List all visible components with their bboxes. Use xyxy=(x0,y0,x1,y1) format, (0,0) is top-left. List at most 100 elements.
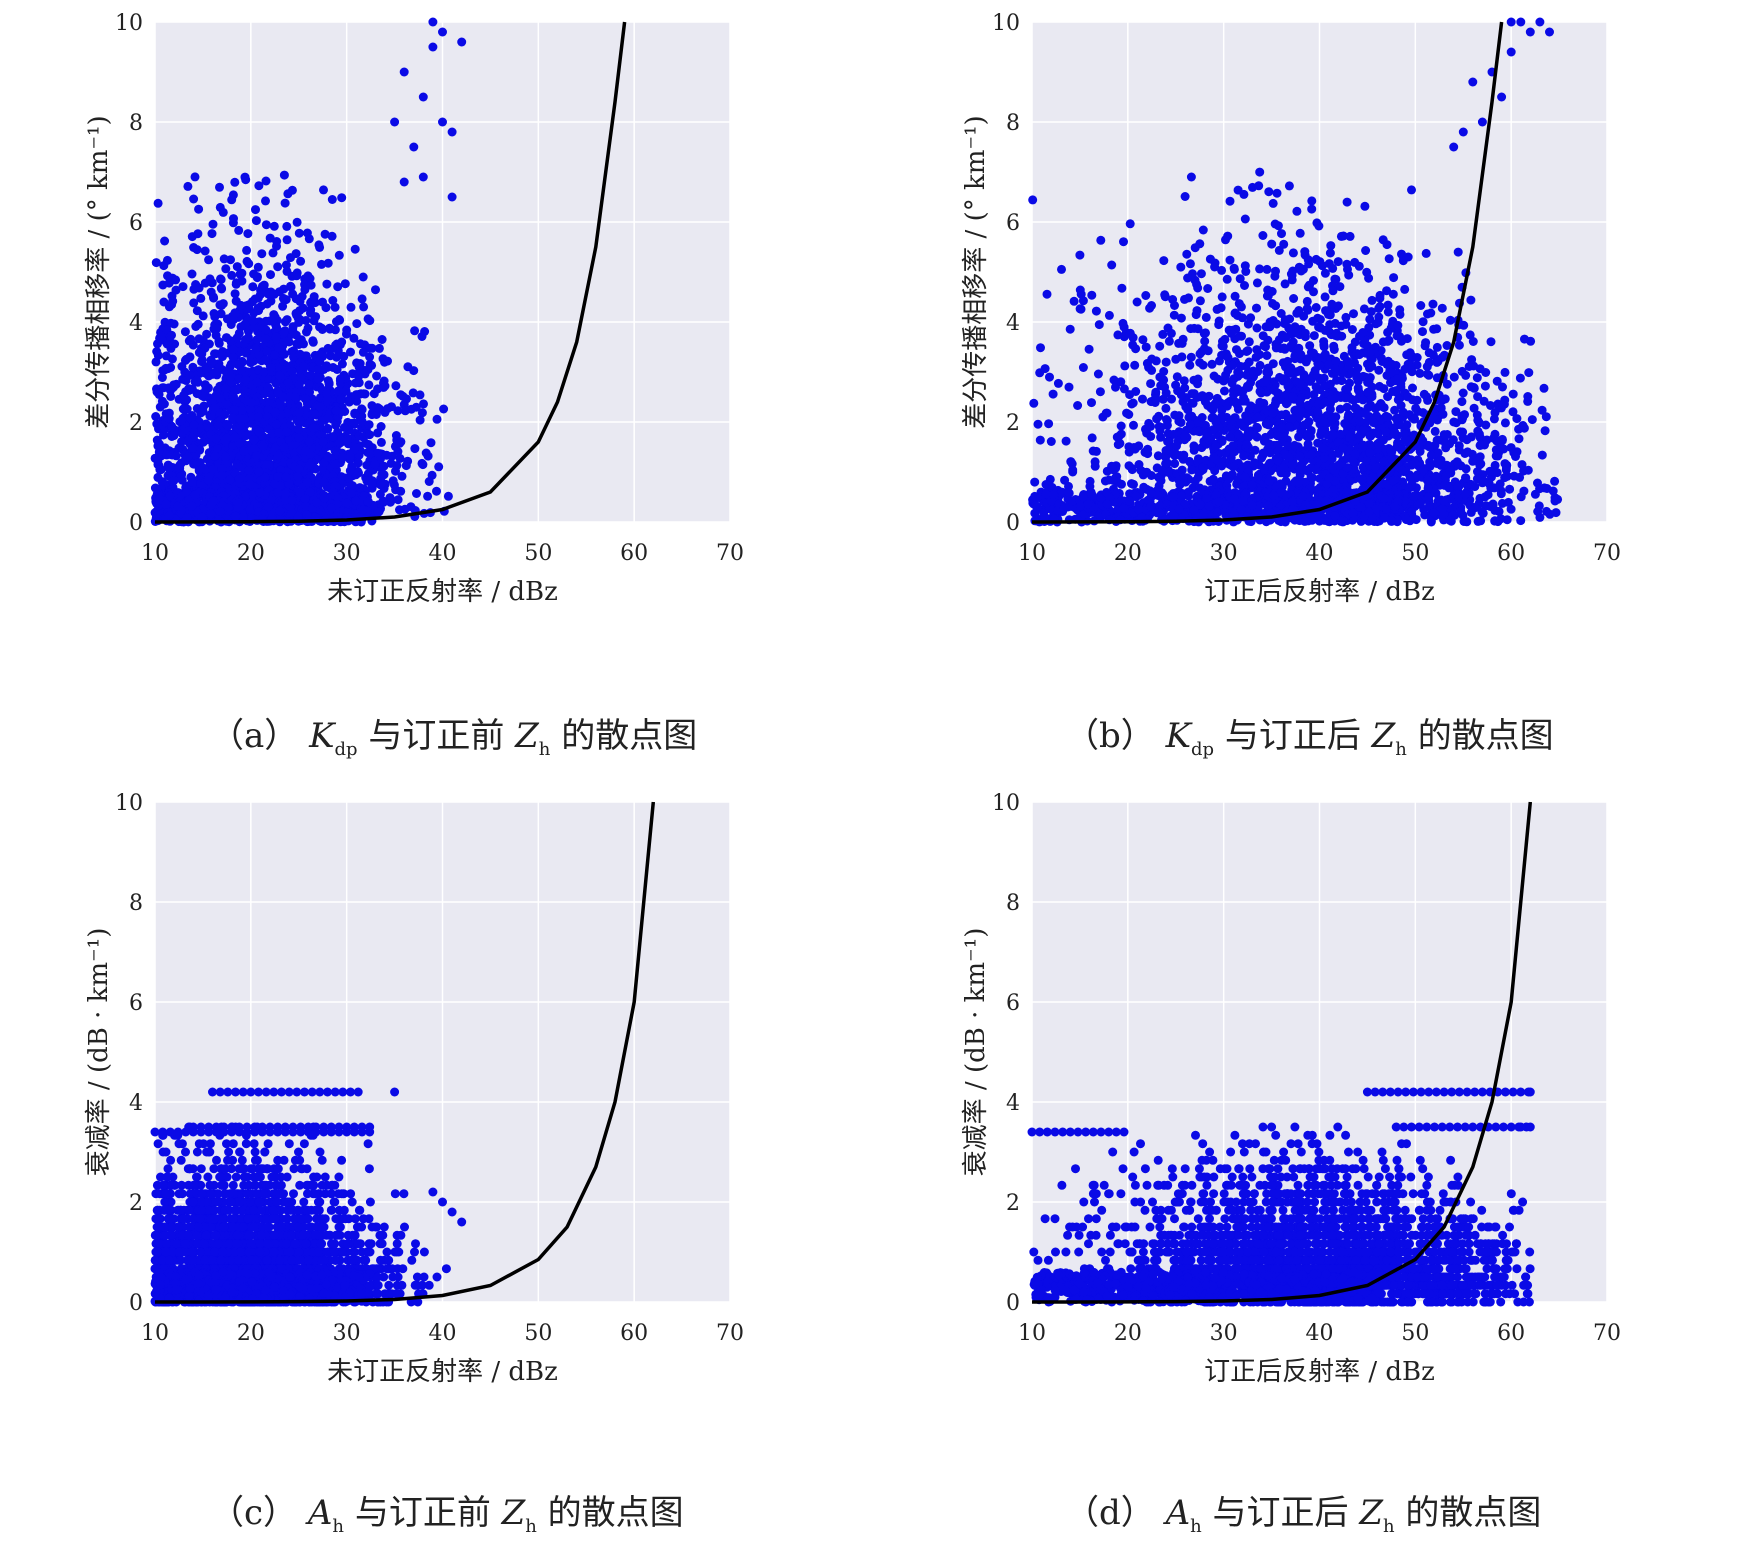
data-point xyxy=(379,461,389,471)
data-point xyxy=(291,294,301,304)
data-point xyxy=(274,428,284,438)
data-point xyxy=(391,485,401,495)
data-point xyxy=(340,407,350,416)
data-point xyxy=(253,412,263,422)
data-point xyxy=(1168,449,1178,459)
data-point xyxy=(1242,370,1252,380)
data-point xyxy=(209,309,219,318)
data-point xyxy=(1317,261,1327,271)
data-point xyxy=(319,477,329,487)
data-point xyxy=(401,461,411,471)
data-point xyxy=(393,406,403,416)
data-point xyxy=(163,364,173,374)
data-point xyxy=(322,279,332,289)
data-point xyxy=(282,266,292,276)
data-point xyxy=(1045,372,1054,382)
data-point xyxy=(390,117,400,127)
data-point xyxy=(438,27,447,37)
data-point xyxy=(352,396,362,406)
data-point xyxy=(280,317,290,327)
data-point xyxy=(294,317,304,327)
data-point xyxy=(337,193,347,203)
data-point xyxy=(322,388,332,398)
data-point xyxy=(187,501,197,511)
data-point xyxy=(1214,320,1224,330)
data-point xyxy=(1537,405,1547,415)
x-tick-label: 40 xyxy=(429,541,457,566)
data-point xyxy=(239,512,248,522)
data-point xyxy=(1095,387,1105,397)
data-point xyxy=(363,497,373,506)
data-point xyxy=(1367,295,1377,305)
data-point xyxy=(214,338,224,348)
data-point xyxy=(391,466,400,476)
data-point xyxy=(1119,384,1129,394)
data-point xyxy=(308,423,318,433)
data-point xyxy=(1242,347,1252,356)
data-point xyxy=(234,474,244,484)
data-point xyxy=(194,334,204,344)
data-point xyxy=(1146,432,1156,441)
data-point xyxy=(349,418,359,428)
data-point xyxy=(1252,323,1262,333)
data-point xyxy=(375,489,385,499)
data-point xyxy=(1466,295,1476,305)
data-point xyxy=(278,301,288,311)
data-point xyxy=(239,414,249,424)
data-point xyxy=(179,390,189,400)
data-point xyxy=(354,378,364,388)
data-point xyxy=(300,285,310,295)
data-point xyxy=(1235,274,1245,284)
data-point xyxy=(207,229,217,239)
data-point xyxy=(273,488,283,498)
data-point xyxy=(268,248,278,258)
data-point xyxy=(378,496,388,506)
data-point xyxy=(184,384,194,394)
data-point xyxy=(373,448,383,458)
data-point xyxy=(420,327,430,336)
data-point xyxy=(239,446,249,456)
data-point xyxy=(1042,289,1052,299)
data-point xyxy=(279,442,289,452)
data-point xyxy=(1402,453,1412,463)
data-point xyxy=(1262,264,1272,274)
data-point xyxy=(393,495,403,505)
data-point xyxy=(410,326,420,336)
data-point xyxy=(305,387,315,397)
data-point xyxy=(1241,267,1251,276)
data-point xyxy=(200,246,210,256)
data-point xyxy=(319,493,329,503)
data-point xyxy=(415,390,425,400)
data-point xyxy=(241,335,251,345)
data-point xyxy=(258,441,268,451)
data-point xyxy=(438,117,447,127)
data-point xyxy=(397,471,407,481)
data-point xyxy=(1182,249,1192,259)
data-point xyxy=(1309,287,1318,297)
data-point xyxy=(333,386,343,396)
data-point xyxy=(166,392,176,401)
data-point xyxy=(1469,403,1479,413)
data-point xyxy=(151,357,161,367)
data-point xyxy=(1156,432,1166,442)
data-point xyxy=(1335,404,1345,414)
data-point xyxy=(1305,280,1314,290)
data-point xyxy=(235,269,245,279)
data-point xyxy=(188,443,198,453)
data-point xyxy=(1036,343,1045,353)
data-point xyxy=(230,432,240,442)
data-point xyxy=(1335,282,1345,292)
data-point xyxy=(1237,313,1247,323)
data-point xyxy=(281,495,291,505)
data-point xyxy=(377,335,387,344)
data-point xyxy=(1180,192,1190,201)
data-point xyxy=(233,498,243,508)
data-point xyxy=(198,437,208,447)
data-point xyxy=(1458,413,1468,423)
data-point xyxy=(373,403,383,413)
data-point xyxy=(232,385,242,395)
data-point xyxy=(271,332,281,342)
data-point xyxy=(345,466,355,476)
data-point xyxy=(1215,356,1224,366)
